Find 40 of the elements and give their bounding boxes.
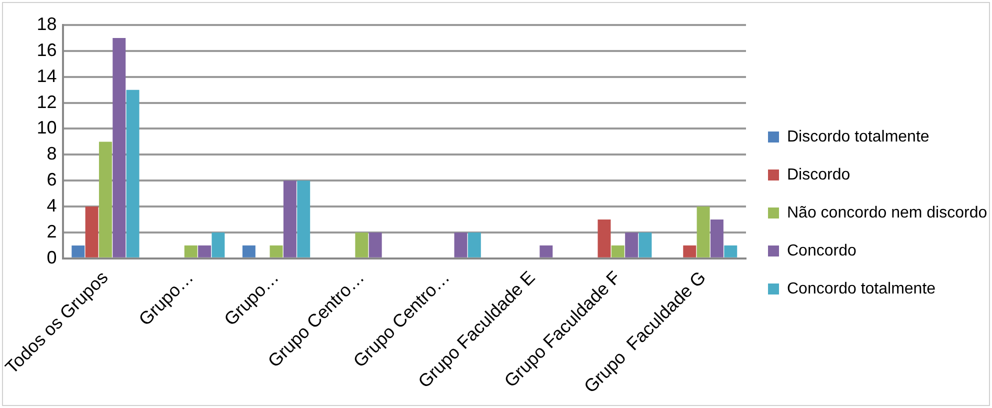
y-tick-label: 2 [46,221,57,242]
bar [355,232,368,258]
y-tick-label: 18 [36,14,57,34]
bar [468,232,481,258]
bar [611,245,624,258]
bar [297,180,310,258]
bar [598,220,611,258]
y-tick-label: 10 [36,118,57,138]
bar [638,232,652,258]
bar [242,245,256,258]
y-tick-label: 14 [36,66,57,86]
bar [72,245,85,258]
bar [696,206,710,258]
bar [540,245,553,258]
bar [85,206,98,258]
y-tick-label: 16 [36,40,57,60]
bar [683,245,696,258]
bar [112,38,126,258]
bar [710,220,724,258]
bar [184,245,198,258]
y-tick-label: 4 [46,196,57,216]
legend-label: Concordo totalmente [787,280,936,298]
legend-label: Concordo [787,242,856,260]
bar [625,232,638,258]
y-tick-label: 0 [46,247,57,268]
bar [454,232,468,258]
bar [368,232,382,258]
bar [270,245,283,258]
bar [198,245,212,258]
bar [283,180,296,258]
bar [98,142,112,258]
y-tick-label: 6 [46,170,57,190]
y-tick-label: 12 [36,92,57,112]
bar [212,232,225,258]
legend-label: Não concordo nem discordo [787,204,988,222]
y-tick-label: 8 [46,144,57,164]
bar [724,245,738,258]
bar [126,90,140,258]
legend-label: Discordo [787,166,850,184]
legend-label: Discordo totalmente [787,128,930,146]
